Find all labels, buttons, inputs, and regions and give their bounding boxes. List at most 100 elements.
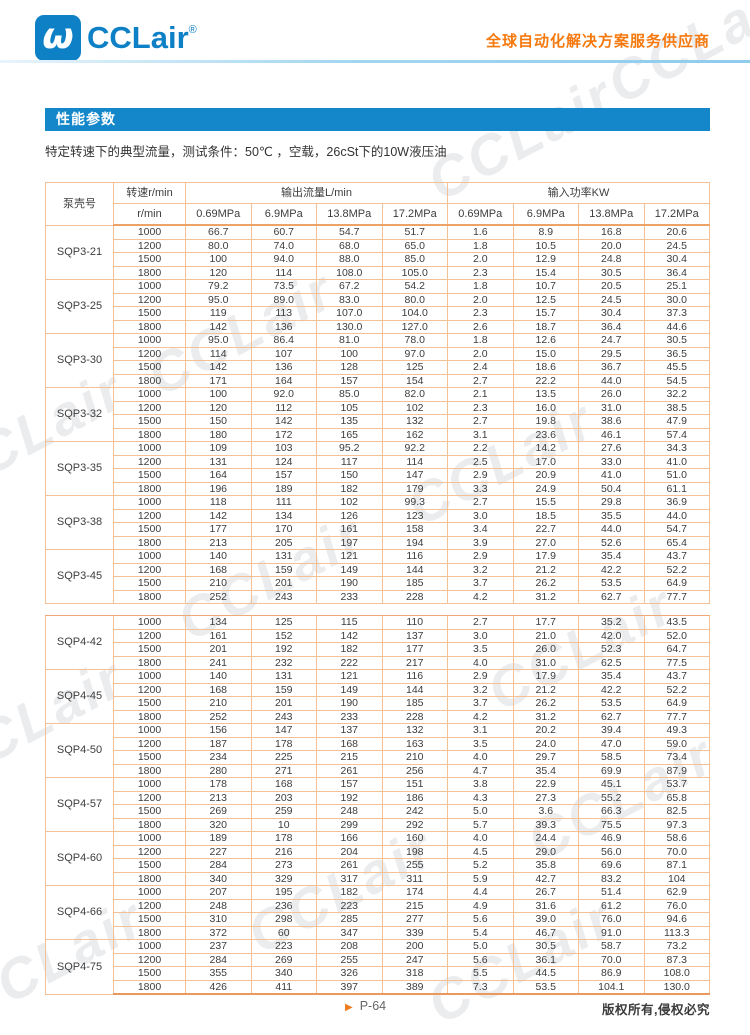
flow-value-cell: 355	[185, 966, 252, 981]
flow-value-cell: 126	[316, 508, 383, 523]
power-value-cell: 12.5	[512, 292, 579, 307]
power-value-cell: 29.7	[512, 750, 579, 765]
power-value-cell: 26.2	[512, 696, 579, 711]
flow-value-cell: 112	[250, 400, 317, 415]
pump-model-cell: SQP3-21	[45, 224, 114, 280]
flow-value-cell: 213	[185, 790, 252, 805]
flow-value-cell: 227	[185, 844, 252, 859]
power-value-cell: 22.7	[512, 522, 579, 537]
power-value-cell: 52.2	[643, 562, 710, 577]
power-value-cell: 1.8	[447, 238, 514, 253]
flow-value-cell: 225	[250, 750, 317, 765]
power-value-cell: 2.7	[447, 373, 514, 388]
flow-value-cell: 117	[316, 454, 383, 469]
power-value-cell: 16.0	[512, 400, 579, 415]
pump-model-cell: SQP4-66	[45, 885, 114, 940]
power-value-cell: 20.5	[578, 279, 645, 294]
power-value-cell: 86.9	[578, 966, 645, 981]
power-value-cell: 20.6	[643, 224, 710, 240]
power-value-cell: 52.3	[578, 642, 645, 657]
col-header-power-group: 输入功率KW	[447, 182, 710, 204]
power-value-cell: 41.0	[578, 468, 645, 483]
table-row: SQP4-75 1000 237 223 208 200 5.0 30.5 58.7 73.2	[45, 939, 710, 995]
power-value-cell: 15.5	[512, 495, 579, 510]
flow-value-cell: 190	[316, 696, 383, 711]
flow-value-cell: 82.0	[381, 387, 448, 402]
cclair-logo-box: ω	[35, 15, 81, 61]
table-row: 1800 252 243 233 228 4.2 31.2 62.7 77.7	[46, 589, 710, 604]
flow-value-cell: 271	[250, 763, 317, 778]
performance-table-wrap: 泵壳号 转速r/min 输出流量L/min 输入功率KW r/min 0.69MPa 6.9…	[45, 182, 710, 995]
power-value-cell: 4.4	[447, 885, 514, 900]
speed-cell: 1500	[113, 642, 186, 657]
power-value-cell: 3.0	[447, 628, 514, 643]
col-header-pressure: 13.8MPa	[316, 203, 383, 226]
power-value-cell: 43.7	[643, 549, 710, 564]
power-value-cell: 26.2	[512, 576, 579, 591]
power-value-cell: 55.2	[578, 790, 645, 805]
power-value-cell: 31.0	[578, 400, 645, 415]
page-number-label: P-64	[359, 999, 387, 1013]
flow-value-cell: 147	[381, 468, 448, 483]
flow-value-cell: 137	[381, 628, 448, 643]
flow-value-cell: 154	[381, 373, 448, 388]
flow-value-cell: 190	[316, 576, 383, 591]
flow-value-cell: 196	[185, 481, 252, 496]
col-header-pressure: 13.8MPa	[578, 203, 645, 226]
flow-value-cell: 320	[185, 817, 252, 832]
table-row: 1800 340 329 317 311 5.9 42.7 83.2 104	[46, 871, 710, 886]
speed-cell: 1500	[113, 912, 186, 927]
power-value-cell: 24.5	[578, 292, 645, 307]
flow-value-cell: 60	[250, 925, 317, 940]
flow-value-cell: 232	[250, 655, 317, 670]
speed-cell: 1500	[113, 414, 186, 429]
flow-value-cell: 178	[250, 736, 317, 751]
flow-value-cell: 256	[381, 763, 448, 778]
flow-value-cell: 147	[250, 723, 317, 738]
flow-value-cell: 165	[316, 427, 383, 442]
table-row: SQP3-38 1000 118 111 102 99.3 2.7 15.5 29.8 36.9	[45, 495, 710, 550]
col-header-pressure: 0.69MPa	[185, 203, 252, 226]
flow-value-cell: 116	[381, 549, 448, 564]
flow-value-cell: 142	[185, 360, 252, 375]
power-value-cell: 27.0	[512, 535, 579, 550]
page-header: ω CCLair ® 全球自动化解决方案服务供应商	[0, 0, 750, 63]
flow-value-cell: 80.0	[185, 238, 252, 253]
flow-value-cell: 135	[316, 414, 383, 429]
flow-value-cell: 94.0	[250, 252, 317, 267]
flow-value-cell: 194	[381, 535, 448, 550]
flow-value-cell: 236	[250, 898, 317, 913]
flow-value-cell: 54.2	[381, 279, 448, 294]
power-value-cell: 20.9	[512, 468, 579, 483]
power-value-cell: 36.7	[578, 360, 645, 375]
pump-model-cell: SQP4-50	[45, 723, 114, 778]
flow-value-cell: 79.2	[185, 279, 252, 294]
power-value-cell: 19.8	[512, 414, 579, 429]
flow-value-cell: 132	[381, 723, 448, 738]
flow-value-cell: 243	[250, 709, 317, 724]
power-value-cell: 30.5	[578, 265, 645, 280]
speed-cell: 1200	[113, 628, 186, 643]
power-value-cell: 94.6	[643, 912, 710, 927]
power-value-cell: 113.3	[643, 925, 710, 940]
power-value-cell: 34.3	[643, 441, 710, 456]
section-title: 性能参数	[56, 111, 116, 127]
flow-value-cell: 389	[381, 979, 448, 995]
power-value-cell: 36.1	[512, 952, 579, 967]
flow-value-cell: 100	[185, 252, 252, 267]
flow-value-cell: 259	[250, 804, 317, 819]
speed-cell: 1800	[113, 709, 186, 724]
flow-value-cell: 100	[185, 387, 252, 402]
table-row: 1200 142 134 126 123 3.0 18.5 35.5 44.0	[46, 508, 710, 523]
flow-value-cell: 210	[185, 696, 252, 711]
speed-cell: 1000	[113, 615, 186, 630]
power-value-cell: 58.7	[578, 939, 645, 954]
power-value-cell: 2.2	[447, 441, 514, 456]
flow-value-cell: 340	[250, 966, 317, 981]
flow-value-cell: 284	[185, 952, 252, 967]
power-value-cell: 4.0	[447, 750, 514, 765]
speed-cell: 1500	[113, 360, 186, 375]
page-arrow-icon: ▶	[345, 1002, 353, 1013]
power-value-cell: 5.9	[447, 871, 514, 886]
